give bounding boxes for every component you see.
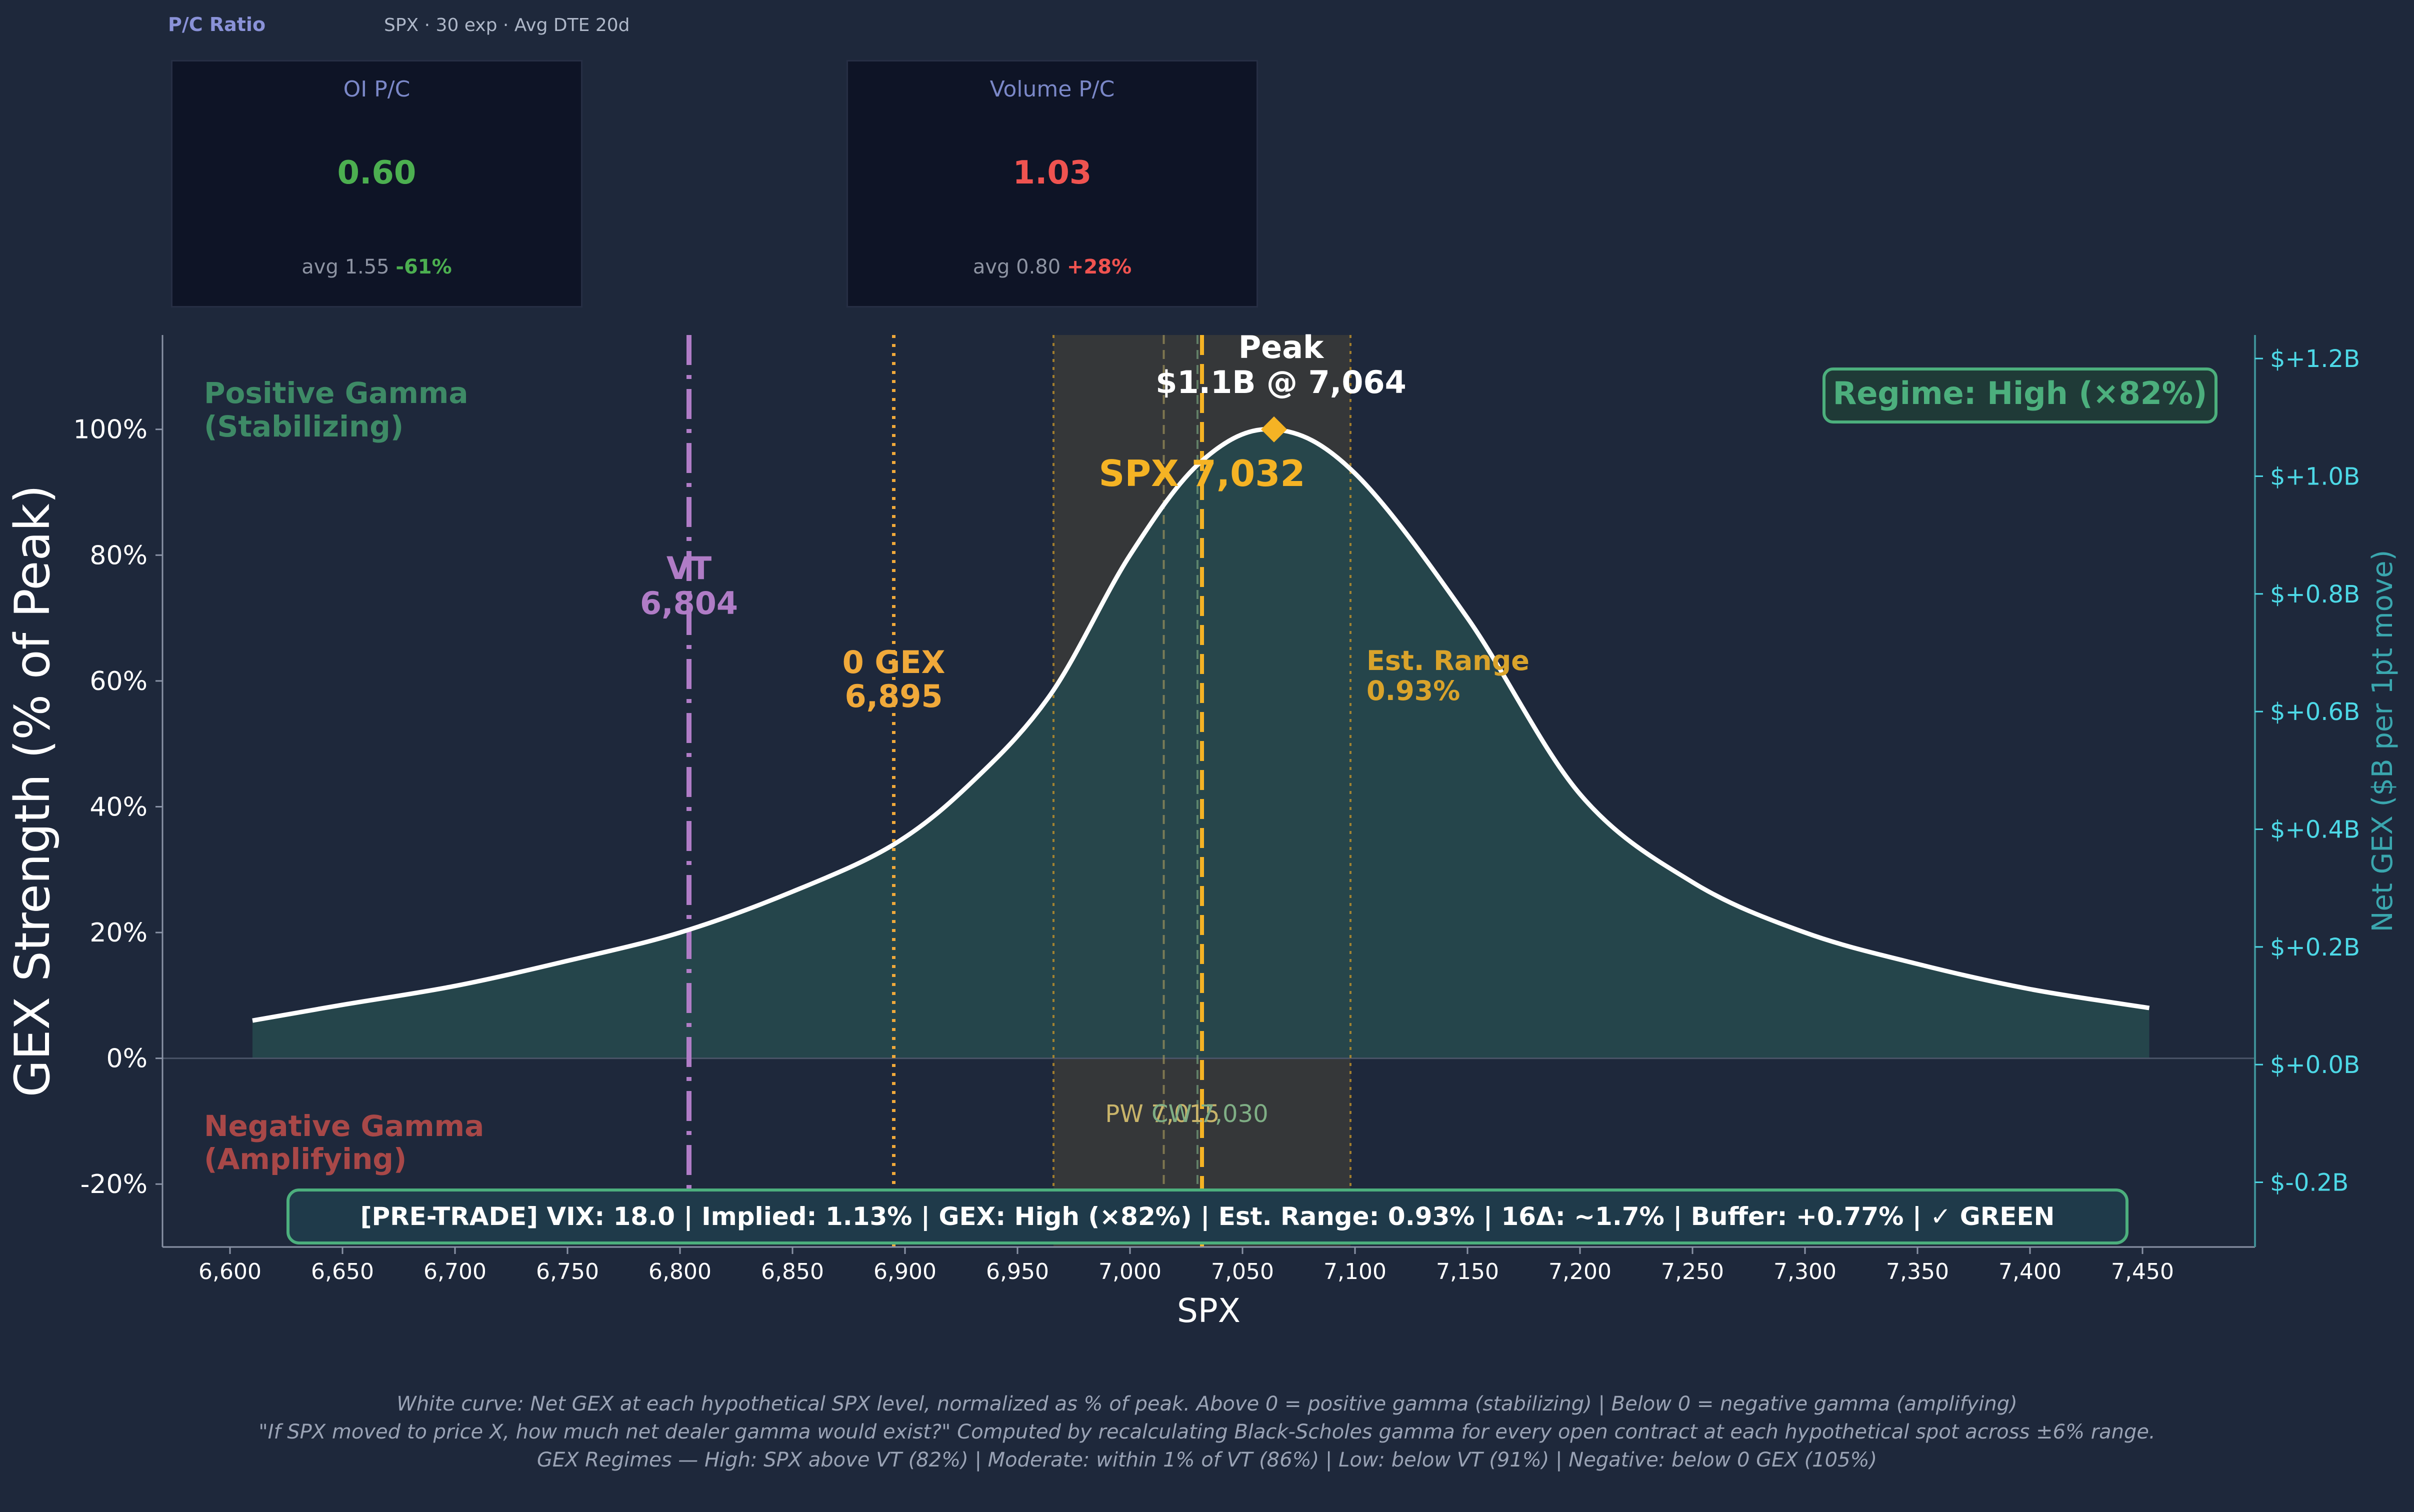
oi-pc-change: -61% bbox=[396, 256, 452, 278]
x-tick-label: 6,900 bbox=[874, 1259, 936, 1284]
net-gex-curve bbox=[252, 426, 2150, 1023]
x-tick-label: 6,650 bbox=[311, 1259, 374, 1284]
volume-pc-change: +28% bbox=[1066, 256, 1132, 278]
spx-spot-label: SPX 7,032 bbox=[1099, 452, 1306, 494]
right-y-tick-label: $+0.6B bbox=[2270, 698, 2360, 726]
right-y-tick-label: $+0.8B bbox=[2270, 580, 2360, 608]
negative-gamma-label: Negative Gamma bbox=[204, 1109, 484, 1143]
volume-pc-card: Volume P/C 1.03 avg 0.80 +28% bbox=[846, 60, 1258, 308]
pc-ratio-title: P/C Ratio bbox=[168, 14, 266, 36]
positive-gamma-label: Positive Gamma bbox=[204, 376, 468, 410]
y-tick-label: 80% bbox=[90, 540, 148, 570]
status-bar-text: [PRE-TRADE] VIX: 18.0 | Implied: 1.13% |… bbox=[360, 1202, 2055, 1231]
y-tick-label: 40% bbox=[90, 792, 148, 822]
x-tick-label: 6,800 bbox=[648, 1259, 712, 1284]
oi-pc-value: 0.60 bbox=[337, 154, 416, 192]
y-axis-label: GEX Strength (% of Peak) bbox=[4, 485, 60, 1098]
regime-label: Regime: High (×82%) bbox=[1833, 375, 2208, 412]
volume-pc-avg-text: avg 0.80 bbox=[972, 256, 1061, 278]
oi-pc-card: OI P/C 0.60 avg 1.55 -61% bbox=[171, 60, 582, 308]
footnote-line-2: "If SPX moved to price X, how much net d… bbox=[258, 1420, 2156, 1444]
x-tick-label: 7,300 bbox=[1774, 1259, 1836, 1284]
y-tick-label: -20% bbox=[80, 1170, 148, 1200]
x-tick-label: 6,950 bbox=[986, 1259, 1049, 1284]
right-y-tick-label: $+0.4B bbox=[2270, 816, 2360, 844]
x-tick-label: 7,250 bbox=[1661, 1259, 1724, 1284]
y-tick-label: 20% bbox=[90, 918, 148, 948]
x-tick-label: 6,700 bbox=[424, 1259, 486, 1284]
put-wall-label: PW 7,015 bbox=[1105, 1100, 1220, 1128]
peak-label: Peak bbox=[1238, 329, 1324, 366]
x-tick-label: 7,450 bbox=[2111, 1259, 2174, 1284]
x-tick-label: 7,400 bbox=[1998, 1259, 2062, 1284]
oi-pc-label: OI P/C bbox=[343, 76, 410, 102]
y-tick-label: 60% bbox=[90, 666, 148, 696]
chart-footnotes: White curve: Net GEX at each hypothetica… bbox=[0, 1390, 2414, 1474]
peak-value-label: $1.1B @ 7,064 bbox=[1156, 364, 1406, 400]
x-tick-label: 7,200 bbox=[1548, 1259, 1612, 1284]
x-axis-label: SPX bbox=[1177, 1292, 1240, 1330]
volume-pc-label: Volume P/C bbox=[990, 76, 1115, 102]
right-y-tick-label: $+0.2B bbox=[2270, 934, 2360, 962]
volume-pc-value: 1.03 bbox=[1012, 154, 1092, 192]
right-y-axis-label: Net GEX ($B per 1pt move) bbox=[2366, 550, 2399, 932]
est-range-value-label: 0.93% bbox=[1366, 675, 1460, 706]
regime-box bbox=[1822, 368, 2218, 424]
call-wall-label: CW 7,030 bbox=[1152, 1100, 1268, 1128]
pc-ratio-subtitle: SPX · 30 exp · Avg DTE 20d bbox=[384, 15, 630, 36]
peak-marker bbox=[1261, 416, 1287, 442]
right-y-tick-label: $+0.0B bbox=[2270, 1051, 2360, 1079]
volume-pc-average: avg 0.80 +28% bbox=[848, 256, 1256, 278]
vt-label: VT bbox=[666, 550, 712, 586]
y-tick-label: 100% bbox=[73, 415, 148, 445]
status-bar-box bbox=[286, 1188, 2128, 1244]
x-tick-label: 6,850 bbox=[761, 1259, 824, 1284]
footnote-line-1: White curve: Net GEX at each hypothetica… bbox=[396, 1392, 2018, 1416]
zero-gex-value-label: 6,895 bbox=[844, 678, 942, 714]
x-tick-label: 7,150 bbox=[1436, 1259, 1499, 1284]
x-tick-label: 7,000 bbox=[1098, 1259, 1162, 1284]
x-tick-label: 6,600 bbox=[198, 1259, 262, 1284]
footnote-line-3: GEX Regimes — High: SPX above VT (82%) |… bbox=[536, 1448, 1878, 1472]
oi-pc-avg-text: avg 1.55 bbox=[302, 256, 390, 278]
negative-gamma-sublabel: (Amplifying) bbox=[204, 1142, 406, 1176]
y-tick-label: 0% bbox=[106, 1044, 148, 1074]
x-tick-label: 7,050 bbox=[1211, 1259, 1274, 1284]
x-tick-label: 6,750 bbox=[536, 1259, 599, 1284]
x-tick-label: 7,100 bbox=[1324, 1259, 1386, 1284]
right-y-tick-label: $-0.2B bbox=[2270, 1169, 2348, 1197]
est-range-label: Est. Range bbox=[1366, 645, 1530, 676]
x-tick-label: 7,350 bbox=[1886, 1259, 1949, 1284]
zero-gex-label: 0 GEX bbox=[842, 644, 946, 680]
oi-pc-average: avg 1.55 -61% bbox=[172, 256, 581, 278]
gex-chart: 6,600 6,650 6,700 6,750 6,800 6,850 6,900 6,950… bbox=[4, 329, 2399, 1330]
vt-value-label: 6,804 bbox=[640, 585, 738, 622]
positive-gamma-sublabel: (Stabilizing) bbox=[204, 410, 404, 444]
right-y-tick-label: $+1.0B bbox=[2270, 462, 2360, 490]
right-y-tick-label: $+1.2B bbox=[2270, 345, 2360, 373]
